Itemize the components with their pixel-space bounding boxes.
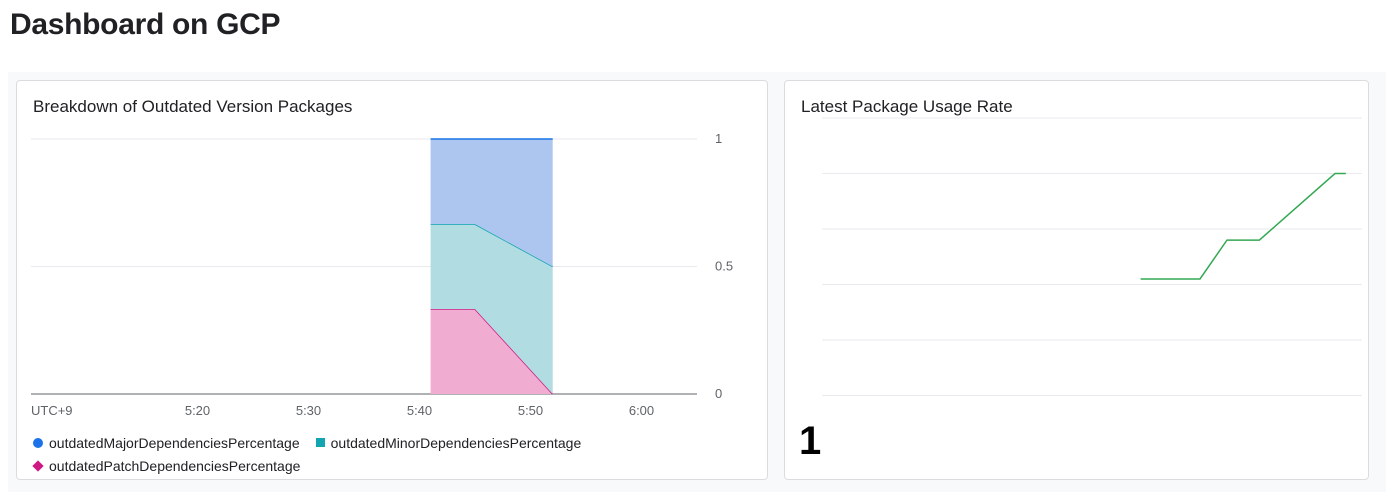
x-tick-label: 6:00	[629, 403, 654, 418]
legend-marker-diamond	[32, 459, 44, 472]
legend-marker-circle	[33, 437, 43, 448]
timezone-label: UTC+9	[31, 403, 73, 418]
legend-item-major[interactable]: outdatedMajorDependenciesPercentage	[33, 435, 300, 451]
page-title: Dashboard on GCP	[10, 8, 281, 41]
area-outdatedMajorDependenciesPercentage	[430, 139, 553, 267]
scorecard-value: 1	[799, 419, 822, 463]
y-tick-label: 0.5	[715, 259, 733, 274]
legend-item-patch[interactable]: outdatedPatchDependenciesPercentage	[32, 457, 301, 474]
area-outdatedPatchDependenciesPercentage	[430, 309, 553, 394]
usage-rate-chart-card[interactable]: Latest Package Usage Rate 1	[784, 80, 1369, 480]
legend-label: outdatedPatchDependenciesPercentage	[49, 457, 301, 474]
chart-legend: outdatedMajorDependenciesPercentage outd…	[32, 431, 753, 477]
x-tick-label: 5:30	[296, 403, 321, 418]
stacked-area-chart[interactable]: 0 0.5 1 UTC+9 5:20 5:30 5:40 5:50 6:00	[17, 81, 769, 481]
legend-label: outdatedMajorDependenciesPercentage	[49, 434, 300, 451]
y-tick-label: 0	[715, 386, 722, 401]
chart-title: Breakdown of Outdated Version Packages	[33, 97, 353, 116]
chart-title: Latest Package Usage Rate	[801, 97, 1013, 116]
area-outdatedMinorDependenciesPercentage	[430, 224, 553, 394]
x-tick-label: 5:50	[518, 403, 543, 418]
series-line	[1140, 172, 1346, 280]
legend-label: outdatedMinorDependenciesPercentage	[330, 434, 582, 451]
line-chart[interactable]	[785, 81, 1370, 481]
outdated-packages-chart-card[interactable]: Breakdown of Outdated Version Packages 0…	[16, 80, 768, 480]
legend-marker-square	[315, 438, 325, 447]
y-tick-label: 1	[715, 131, 722, 146]
legend-item-minor[interactable]: outdatedMinorDependenciesPercentage	[315, 434, 582, 451]
x-tick-label: 5:20	[185, 403, 210, 418]
x-tick-label: 5:40	[407, 403, 432, 418]
